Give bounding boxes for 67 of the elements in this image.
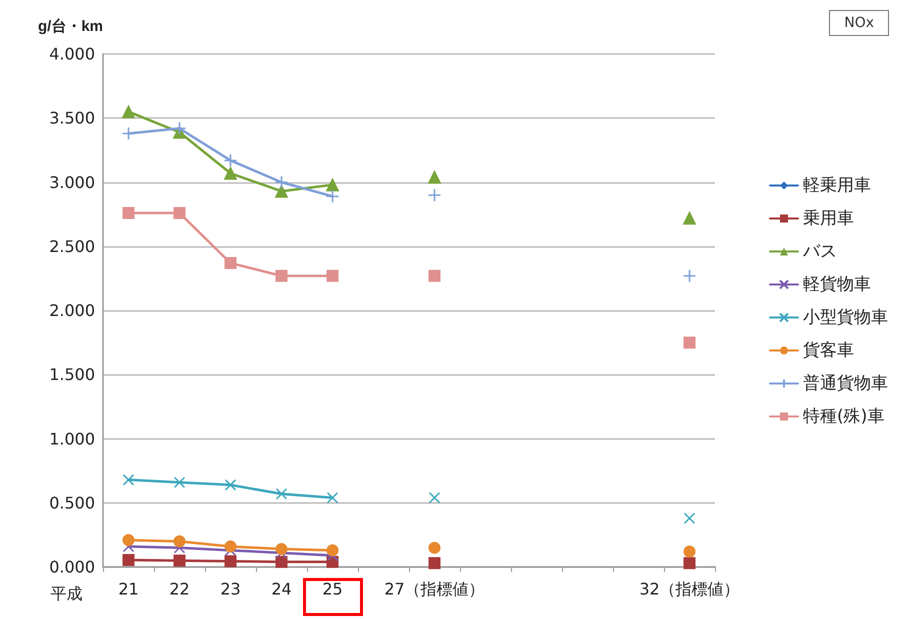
- point: [122, 105, 135, 118]
- x-tick-label: 23: [220, 580, 241, 598]
- y-tick-label: 2.500: [49, 236, 95, 256]
- point: [122, 474, 134, 486]
- point: [684, 557, 696, 570]
- point: [684, 512, 696, 524]
- x-tick-label: 25: [322, 580, 343, 598]
- point: [122, 534, 134, 546]
- x-tick-label: 27（指標値）: [384, 580, 485, 598]
- point: [684, 336, 696, 349]
- y-tick-label: 3.500: [49, 108, 95, 128]
- point: [224, 479, 236, 491]
- point: [428, 492, 440, 504]
- point: [276, 270, 288, 282]
- y-tick-label: 0.000: [49, 558, 95, 576]
- point: [174, 554, 186, 567]
- point: [428, 170, 441, 184]
- point: [224, 166, 237, 180]
- point: [122, 554, 134, 566]
- legend-label: 普通貨物車: [803, 374, 888, 394]
- point: [224, 154, 238, 168]
- point: [428, 270, 440, 282]
- point: [428, 542, 440, 554]
- point: [224, 540, 236, 552]
- legend-label: バス: [802, 242, 837, 262]
- y-tick-label: 3.000: [49, 172, 95, 192]
- point: [174, 207, 186, 220]
- x-tick-label: 21: [118, 580, 139, 598]
- x-tick-label: 24: [271, 580, 292, 598]
- point: [172, 122, 186, 136]
- point: [428, 557, 440, 570]
- point: [683, 212, 696, 225]
- y-tick-label: 1.000: [49, 429, 95, 448]
- point: [326, 190, 340, 204]
- y-tick-label: 2.000: [49, 301, 95, 320]
- point: [684, 546, 696, 558]
- legend-label: 軽乗用車: [803, 176, 871, 196]
- y-tick-label: 0.500: [49, 493, 95, 512]
- point: [276, 488, 288, 500]
- x-tick-label: 32（指標値）: [639, 580, 740, 598]
- point: [275, 184, 288, 198]
- text: 平成: [50, 584, 82, 605]
- text: NOx: [829, 10, 889, 36]
- point: [326, 270, 338, 282]
- point: [682, 269, 696, 283]
- point: [326, 544, 338, 556]
- point: [224, 555, 236, 568]
- y-tick-label: 1.500: [49, 365, 95, 384]
- legend-label: 貨客車: [803, 340, 854, 360]
- point: [174, 535, 186, 548]
- point: [276, 556, 288, 568]
- point: [326, 492, 338, 504]
- y-tick-label: 4.000: [49, 44, 95, 64]
- legend-label: 乗用車: [803, 208, 854, 228]
- point: [276, 543, 288, 556]
- point: [428, 188, 442, 202]
- point: [122, 126, 136, 140]
- point: [274, 176, 288, 189]
- point: [122, 207, 134, 220]
- legend-label: 特種(殊)車: [803, 406, 884, 426]
- point: [174, 476, 186, 488]
- y-axis-title: g/台・km: [38, 18, 103, 35]
- point: [224, 257, 236, 270]
- point: [326, 178, 339, 192]
- x-tick-label: 22: [169, 580, 190, 598]
- legend-label: 小型貨物車: [803, 308, 888, 328]
- legend-label: 軽貨物車: [803, 274, 871, 294]
